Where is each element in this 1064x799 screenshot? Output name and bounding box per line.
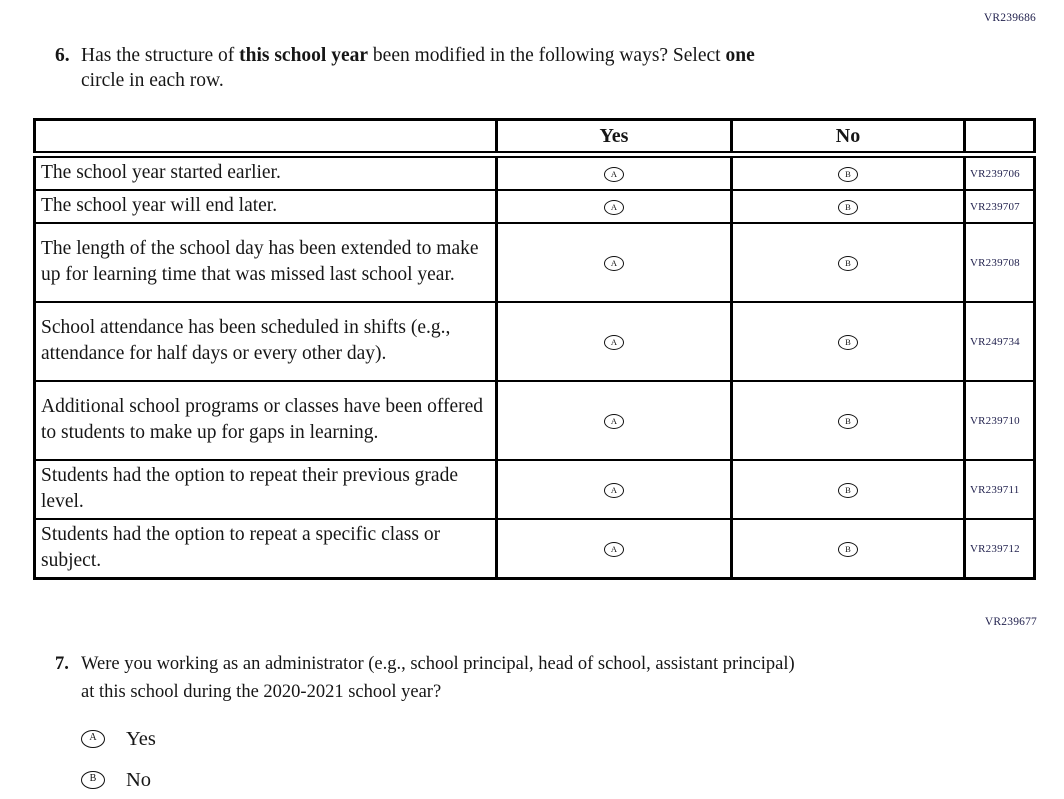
answer-bubble-no[interactable]: B [838, 199, 858, 215]
answer-bubble-yes[interactable]: A [604, 482, 624, 498]
answer-bubble-no[interactable]: B [838, 413, 858, 429]
column-header-code [963, 118, 1036, 158]
question-7: 7. Were you working as an administrator … [55, 650, 995, 799]
column-header-no: No [730, 118, 966, 158]
table-row: Students had the option to repeat a spec… [33, 518, 1036, 580]
column-header-statement [33, 118, 498, 158]
q6-text-bold: this school year [239, 45, 369, 66]
row-vr-code: VR239711 [963, 459, 1036, 520]
question-7-number: 7. [55, 654, 69, 674]
row-vr-code: VR239707 [963, 189, 1036, 224]
answer-bubble-no[interactable]: B [838, 541, 858, 557]
no-cell: B [730, 380, 966, 461]
row-vr-code: VR239712 [963, 518, 1036, 580]
page-vr-code: VR239686 [983, 12, 1036, 24]
yes-cell: A [495, 518, 733, 580]
question-7-text: Were you working as an administrator (e.… [81, 650, 795, 799]
q6-text-part: circle in each row. [81, 70, 224, 91]
yes-cell: A [495, 380, 733, 461]
no-cell: B [730, 153, 966, 191]
answer-bubble-yes[interactable]: A [604, 413, 624, 429]
answer-bubble-yes[interactable]: A [604, 199, 624, 215]
answer-bubble-no[interactable]: B [838, 334, 858, 350]
q7-options: A Yes B No [81, 728, 795, 791]
column-header-yes: Yes [495, 118, 733, 158]
question-6: 6. Has the structure of this school year… [55, 43, 965, 93]
question-6-number: 6. [55, 45, 70, 66]
row-statement: The length of the school day has been ex… [33, 222, 498, 303]
answer-bubble-yes[interactable]: A [81, 730, 105, 748]
option-label: No [126, 769, 152, 791]
yes-cell: A [495, 222, 733, 303]
answer-bubble-no[interactable]: B [81, 771, 105, 789]
table-row: Students had the option to repeat their … [33, 459, 1036, 520]
table-row: The school year will end later. A B VR23… [33, 189, 1036, 224]
row-statement: Students had the option to repeat a spec… [33, 518, 498, 580]
q6-text-part: been modified in the following ways? Sel… [368, 45, 726, 66]
yes-cell: A [495, 189, 733, 224]
answer-bubble-yes[interactable]: A [604, 541, 624, 557]
answer-bubble-yes[interactable]: A [604, 334, 624, 350]
no-cell: B [730, 222, 966, 303]
table-row: Additional school programs or classes ha… [33, 380, 1036, 461]
question-6-text: Has the structure of this school year be… [81, 43, 755, 93]
answer-bubble-yes[interactable]: A [604, 255, 624, 271]
yes-cell: A [495, 153, 733, 191]
answer-bubble-no[interactable]: B [838, 482, 858, 498]
answer-bubble-no[interactable]: B [838, 166, 858, 182]
response-matrix-table: Yes No The school year started earlier. … [33, 118, 1036, 580]
option-label: Yes [126, 728, 156, 750]
row-vr-code: VR239708 [963, 222, 1036, 303]
yes-cell: A [495, 459, 733, 520]
row-statement: School attendance has been scheduled in … [33, 301, 498, 382]
yes-cell: A [495, 301, 733, 382]
q6-text-bold: one [725, 45, 755, 66]
row-statement: Additional school programs or classes ha… [33, 380, 498, 461]
option-yes[interactable]: A Yes [81, 728, 795, 750]
q7-text-line1: Were you working as an administrator (e.… [81, 654, 795, 674]
no-cell: B [730, 459, 966, 520]
row-vr-code: VR239710 [963, 380, 1036, 461]
row-statement: The school year started earlier. [33, 153, 498, 191]
q6-text-part: Has the structure of [81, 45, 240, 66]
q7-text-line2: at this school during the 2020-2021 scho… [81, 682, 442, 702]
row-statement: Students had the option to repeat their … [33, 459, 498, 520]
section-vr-code: VR239677 [984, 616, 1037, 628]
answer-bubble-no[interactable]: B [838, 255, 858, 271]
no-cell: B [730, 301, 966, 382]
table-row: The length of the school day has been ex… [33, 222, 1036, 303]
no-cell: B [730, 189, 966, 224]
table-row: School attendance has been scheduled in … [33, 301, 1036, 382]
row-vr-code: VR249734 [963, 301, 1036, 382]
table-header-row: Yes No [33, 118, 1036, 158]
no-cell: B [730, 518, 966, 580]
table-row: The school year started earlier. A B VR2… [33, 153, 1036, 191]
row-vr-code: VR239706 [963, 153, 1036, 191]
row-statement: The school year will end later. [33, 189, 498, 224]
answer-bubble-yes[interactable]: A [604, 166, 624, 182]
option-no[interactable]: B No [81, 769, 795, 791]
